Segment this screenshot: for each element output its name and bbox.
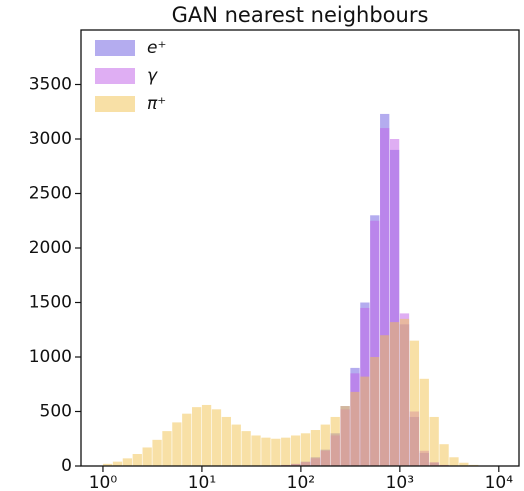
histogram-bar [320, 424, 330, 466]
y-tick-label: 500 [40, 402, 72, 422]
histogram-bar [380, 128, 390, 466]
histogram-bar [112, 461, 123, 466]
histogram-bar [201, 404, 212, 466]
histogram-bar [350, 391, 360, 466]
histogram-bar [192, 407, 202, 466]
histogram-bar [300, 433, 311, 466]
histogram-bar [241, 431, 251, 466]
histogram-bar [370, 357, 380, 466]
histogram-bar [419, 378, 429, 466]
legend-label: γ [147, 66, 158, 86]
histogram-bar [231, 424, 241, 466]
y-tick-label: 0 [61, 456, 72, 476]
y-tick-label: 1000 [29, 347, 72, 367]
legend-swatch [95, 40, 135, 56]
x-tick-label: 10⁰ [89, 473, 118, 491]
histogram-bar [360, 376, 370, 466]
legend-swatch [95, 68, 135, 84]
histogram-bar [162, 431, 172, 466]
histogram-bar [330, 416, 340, 466]
histogram-bar [370, 220, 380, 466]
x-tick-label: 10³ [386, 473, 414, 491]
histogram-bar [172, 422, 182, 466]
plot-area [102, 113, 479, 466]
histogram-bar [261, 437, 271, 466]
y-tick-label: 3500 [29, 75, 72, 95]
x-tick-label: 10¹ [188, 473, 216, 491]
chart-title: GAN nearest neighbours [172, 3, 429, 27]
legend-swatch [95, 96, 135, 112]
y-tick-label: 2500 [29, 184, 72, 204]
histogram-bar [152, 439, 162, 466]
histogram-bar [409, 340, 420, 466]
histogram-bar [310, 430, 321, 466]
histogram-bar [182, 413, 192, 466]
y-tick-label: 3000 [29, 129, 72, 149]
histogram-bar [449, 457, 459, 466]
histogram-bar [389, 139, 400, 466]
histogram-bar [251, 435, 261, 466]
x-tick-label: 10⁴ [485, 473, 514, 491]
histogram-bar [102, 463, 113, 466]
histogram-bar [429, 416, 439, 466]
histogram-bar [221, 416, 231, 466]
histogram-bar [211, 409, 222, 466]
histogram-bar [122, 458, 133, 466]
y-tick-label: 2000 [29, 238, 72, 258]
histogram-bar [132, 454, 142, 466]
histogram-bar [290, 435, 301, 466]
histogram-bar [271, 438, 281, 466]
legend-label: π⁺ [147, 94, 166, 114]
histogram-bar [340, 406, 350, 466]
legend: e⁺ γ π⁺ [95, 38, 166, 114]
histogram-bar [459, 462, 469, 466]
x-tick-label: 10² [287, 473, 315, 491]
histogram-bar [380, 335, 390, 466]
histogram-bar [399, 318, 410, 466]
histogram-bar [142, 447, 152, 466]
histogram-bar [389, 322, 400, 466]
legend-label: e⁺ [147, 38, 166, 58]
y-tick-label: 1500 [29, 293, 72, 313]
histogram-bar [439, 444, 449, 466]
histogram-bar [281, 437, 291, 466]
